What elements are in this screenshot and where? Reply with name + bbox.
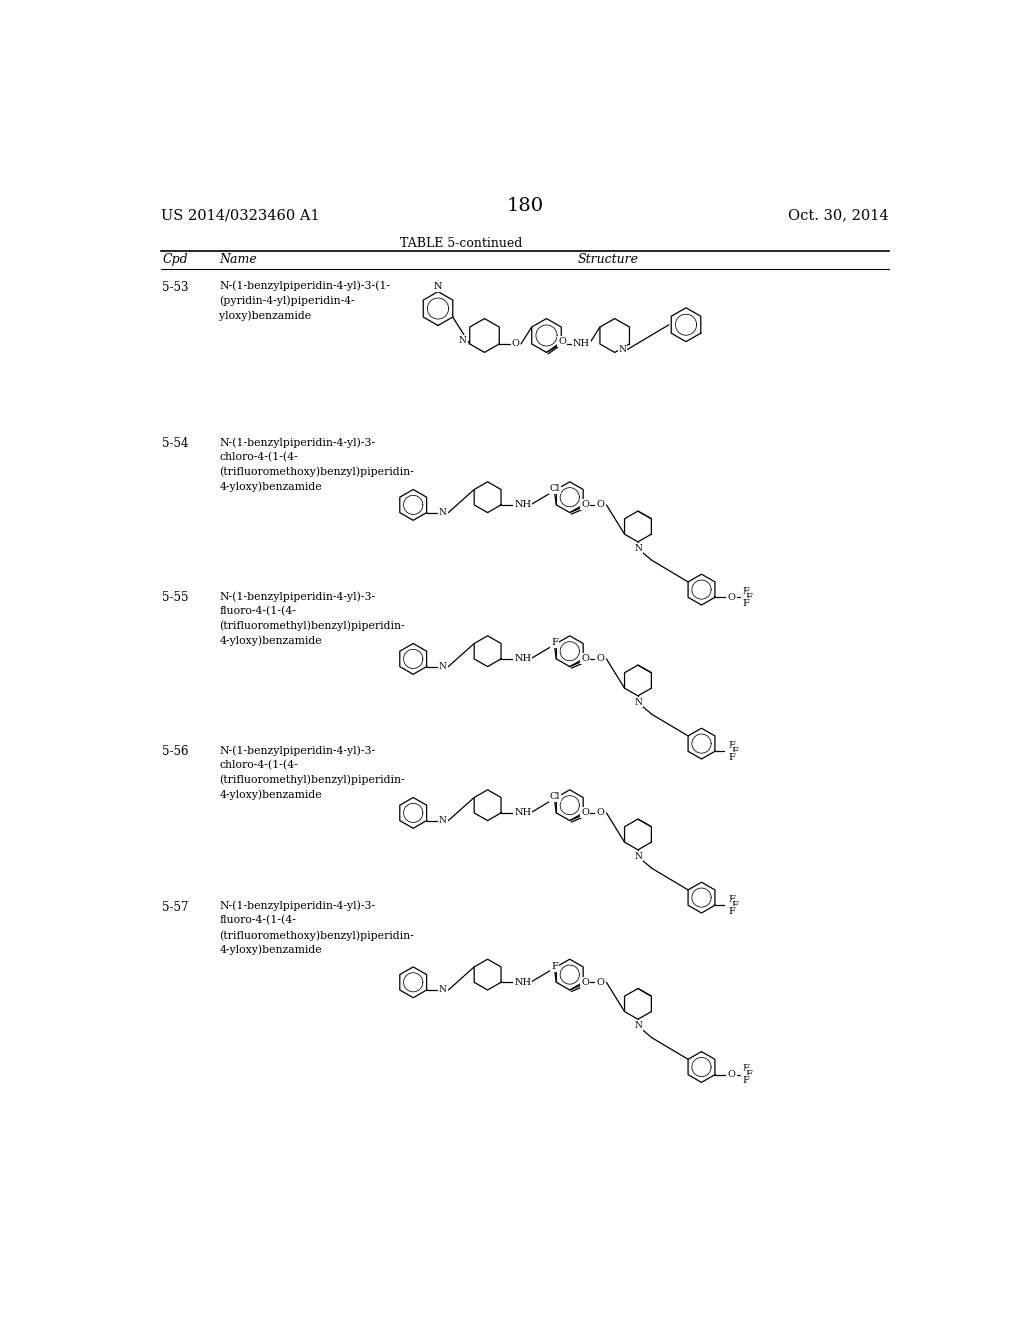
Text: NH: NH (514, 500, 531, 510)
Text: Cl: Cl (550, 792, 560, 801)
Text: NH: NH (572, 339, 590, 348)
Text: F: F (731, 900, 738, 909)
Text: NH: NH (514, 655, 531, 664)
Text: F: F (742, 599, 750, 609)
Text: F: F (742, 1064, 750, 1073)
Text: O: O (512, 339, 519, 348)
Text: O: O (582, 978, 589, 987)
Text: F: F (731, 747, 738, 756)
Text: Name: Name (219, 253, 257, 267)
Text: O: O (582, 500, 589, 510)
Text: N: N (634, 544, 642, 553)
Text: N: N (434, 282, 442, 292)
Text: 180: 180 (506, 197, 544, 215)
Text: N: N (439, 663, 446, 671)
Text: F: F (742, 1076, 750, 1085)
Text: F: F (742, 586, 750, 595)
Text: N-(1-benzylpiperidin-4-yl)-3-
fluoro-4-(1-(4-
(trifluoromethyl)benzyl)piperidin-: N-(1-benzylpiperidin-4-yl)-3- fluoro-4-(… (219, 591, 406, 645)
Text: O: O (596, 808, 604, 817)
Text: N: N (459, 335, 467, 345)
Text: TABLE 5-continued: TABLE 5-continued (400, 238, 522, 249)
Text: 5-57: 5-57 (162, 900, 188, 913)
Text: Cpd: Cpd (162, 253, 187, 267)
Text: N: N (439, 986, 446, 994)
Text: 5-55: 5-55 (162, 591, 188, 605)
Text: N: N (439, 508, 446, 517)
Text: Structure: Structure (578, 253, 639, 267)
Text: N: N (439, 816, 446, 825)
Text: O: O (727, 1071, 735, 1080)
Text: N-(1-benzylpiperidin-4-yl)-3-
chloro-4-(1-(4-
(trifluoromethyl)benzyl)piperidin-: N-(1-benzylpiperidin-4-yl)-3- chloro-4-(… (219, 744, 406, 800)
Text: O: O (582, 655, 589, 664)
Text: N-(1-benzylpiperidin-4-yl)-3-(1-
(pyridin-4-yl)piperidin-4-
yloxy)benzamide: N-(1-benzylpiperidin-4-yl)-3-(1- (pyridi… (219, 281, 390, 321)
Text: F: F (728, 752, 735, 762)
Text: N-(1-benzylpiperidin-4-yl)-3-
chloro-4-(1-(4-
(trifluoromethoxy)benzyl)piperidin: N-(1-benzylpiperidin-4-yl)-3- chloro-4-(… (219, 437, 414, 492)
Text: F: F (728, 907, 735, 916)
Text: Oct. 30, 2014: Oct. 30, 2014 (788, 209, 889, 223)
Text: Cl: Cl (550, 484, 560, 494)
Text: F: F (551, 962, 558, 970)
Text: O: O (727, 593, 735, 602)
Text: F: F (745, 593, 753, 602)
Text: 5-53: 5-53 (162, 281, 188, 294)
Text: US 2014/0323460 A1: US 2014/0323460 A1 (161, 209, 319, 223)
Text: NH: NH (514, 978, 531, 987)
Text: 5-56: 5-56 (162, 744, 188, 758)
Text: F: F (728, 895, 735, 904)
Text: NH: NH (514, 808, 531, 817)
Text: N: N (634, 1020, 642, 1030)
Text: N: N (634, 851, 642, 861)
Text: O: O (582, 808, 589, 817)
Text: F: F (745, 1071, 753, 1080)
Text: N: N (618, 345, 627, 354)
Text: O: O (558, 337, 566, 346)
Text: N: N (634, 697, 642, 706)
Text: F: F (728, 741, 735, 750)
Text: O: O (596, 655, 604, 664)
Text: O: O (596, 500, 604, 510)
Text: F: F (551, 639, 558, 647)
Text: 5-54: 5-54 (162, 437, 188, 450)
Text: O: O (596, 978, 604, 987)
Text: N-(1-benzylpiperidin-4-yl)-3-
fluoro-4-(1-(4-
(trifluoromethoxy)benzyl)piperidin: N-(1-benzylpiperidin-4-yl)-3- fluoro-4-(… (219, 900, 414, 956)
